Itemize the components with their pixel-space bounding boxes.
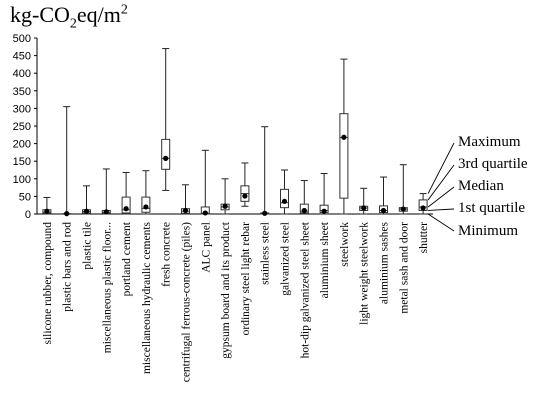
y-tick-label: 400 [13,68,31,80]
mean-marker [143,204,149,210]
category-label: gypsum board and its product [220,221,232,359]
box-item [280,169,289,215]
mean-marker [202,210,208,216]
category-label: stainless steel [260,222,272,285]
legend-pointer-line [428,208,455,211]
category-label: light weight steelwork [359,222,371,325]
legend-pointer-line [427,186,455,208]
x-tick-labels: silicone rubber, compound plastic bars an… [42,221,430,382]
unit-sub: 2 [69,16,77,32]
box-series [42,48,428,217]
mean-marker [341,134,347,140]
box-item [299,180,309,215]
box-item [260,126,270,216]
mean-marker [242,193,248,199]
mean-marker [163,155,169,161]
box-item [161,48,171,191]
legend-pointer-line [427,213,455,232]
box-item [319,173,329,215]
unit-mid: eq/m [76,2,121,27]
mean-marker [64,211,70,217]
legend-pointer-line [427,164,455,201]
category-label: aluminium sheet [319,221,331,298]
category-label: silicone rubber, compound [42,222,54,345]
category-label: aluminium sashes [379,221,391,304]
category-label: miscellaneous plastic floor... [101,222,113,353]
category-label: metal sash and door [398,222,410,314]
y-axis-unit-title: kg-CO2eq/m2 [10,2,128,32]
box-item [339,58,349,215]
mean-marker [182,207,189,214]
y-tick-label: 100 [13,174,31,186]
mean-marker [222,203,228,209]
axes: 0 50 100 150 200 250 300 350 400 450 500 [13,33,433,221]
box-item [200,149,210,216]
mean-marker [44,208,50,214]
mean-marker [103,209,109,215]
category-label: centrifugal ferrous-concrete (piles) [181,222,193,382]
category-label: ordinary steel light rebar [240,222,252,336]
y-tick-label: 200 [13,139,31,151]
box-item [42,196,52,215]
y-tick-label: 450 [13,51,31,63]
box-item [379,176,388,215]
category-label: portland cement [121,221,133,296]
y-tick-label: 500 [13,33,31,45]
y-tick-label: 300 [13,103,31,115]
legend: Maximum 3rd quartile Median 1st quartile… [427,134,528,239]
legend-3rd-quartile: 3rd quartile [458,156,528,172]
box-item [62,106,72,217]
y-tick-label: 250 [13,121,31,133]
box-item [359,187,369,215]
category-label: plastic bars and rod [62,222,74,312]
mean-marker [281,198,288,204]
y-tick-label: 350 [13,86,31,98]
mean-marker [321,208,327,214]
y-tick-label: 150 [13,156,31,168]
category-label: galvanized steel [280,222,292,296]
category-label: hot-dip galvanized steel sheet [299,221,311,358]
mean-marker [262,210,268,216]
iqr-box [161,138,171,170]
y-tick-label: 50 [19,191,31,203]
category-label: shutter [418,222,430,253]
category-label: fresh concrete [161,222,173,287]
mean-marker [123,206,129,212]
iqr-box [339,113,349,199]
legend-maximum: Maximum [458,134,521,150]
unit-sup: 2 [120,2,128,18]
legend-minimum: Minimum [458,223,518,239]
mean-marker [400,206,406,212]
category-label: ALC panel [200,222,212,273]
y-tick-label: 0 [25,209,31,221]
mean-marker [361,205,367,211]
box-item [398,164,408,215]
category-label: plastic tile [82,222,94,270]
box-item [418,193,428,215]
box-item [240,162,250,207]
box-item [181,184,190,215]
legend-pointer-line [427,142,455,194]
box-item [101,168,111,215]
mean-marker [301,207,307,214]
iqr-box [280,188,289,209]
category-label: steelwork [339,222,351,267]
box-item [121,171,131,215]
box-item [82,185,91,215]
legend-1st-quartile: 1st quartile [458,200,525,216]
mean-marker [380,207,387,214]
mean-marker [83,208,90,214]
legend-median: Median [458,178,504,194]
box-item [220,178,230,215]
category-label: miscellaneous hydraulic cements [141,221,153,374]
unit-base: kg-CO [10,2,70,27]
mean-marker [420,205,426,211]
iqr-box [121,196,131,214]
box-item [141,170,151,215]
